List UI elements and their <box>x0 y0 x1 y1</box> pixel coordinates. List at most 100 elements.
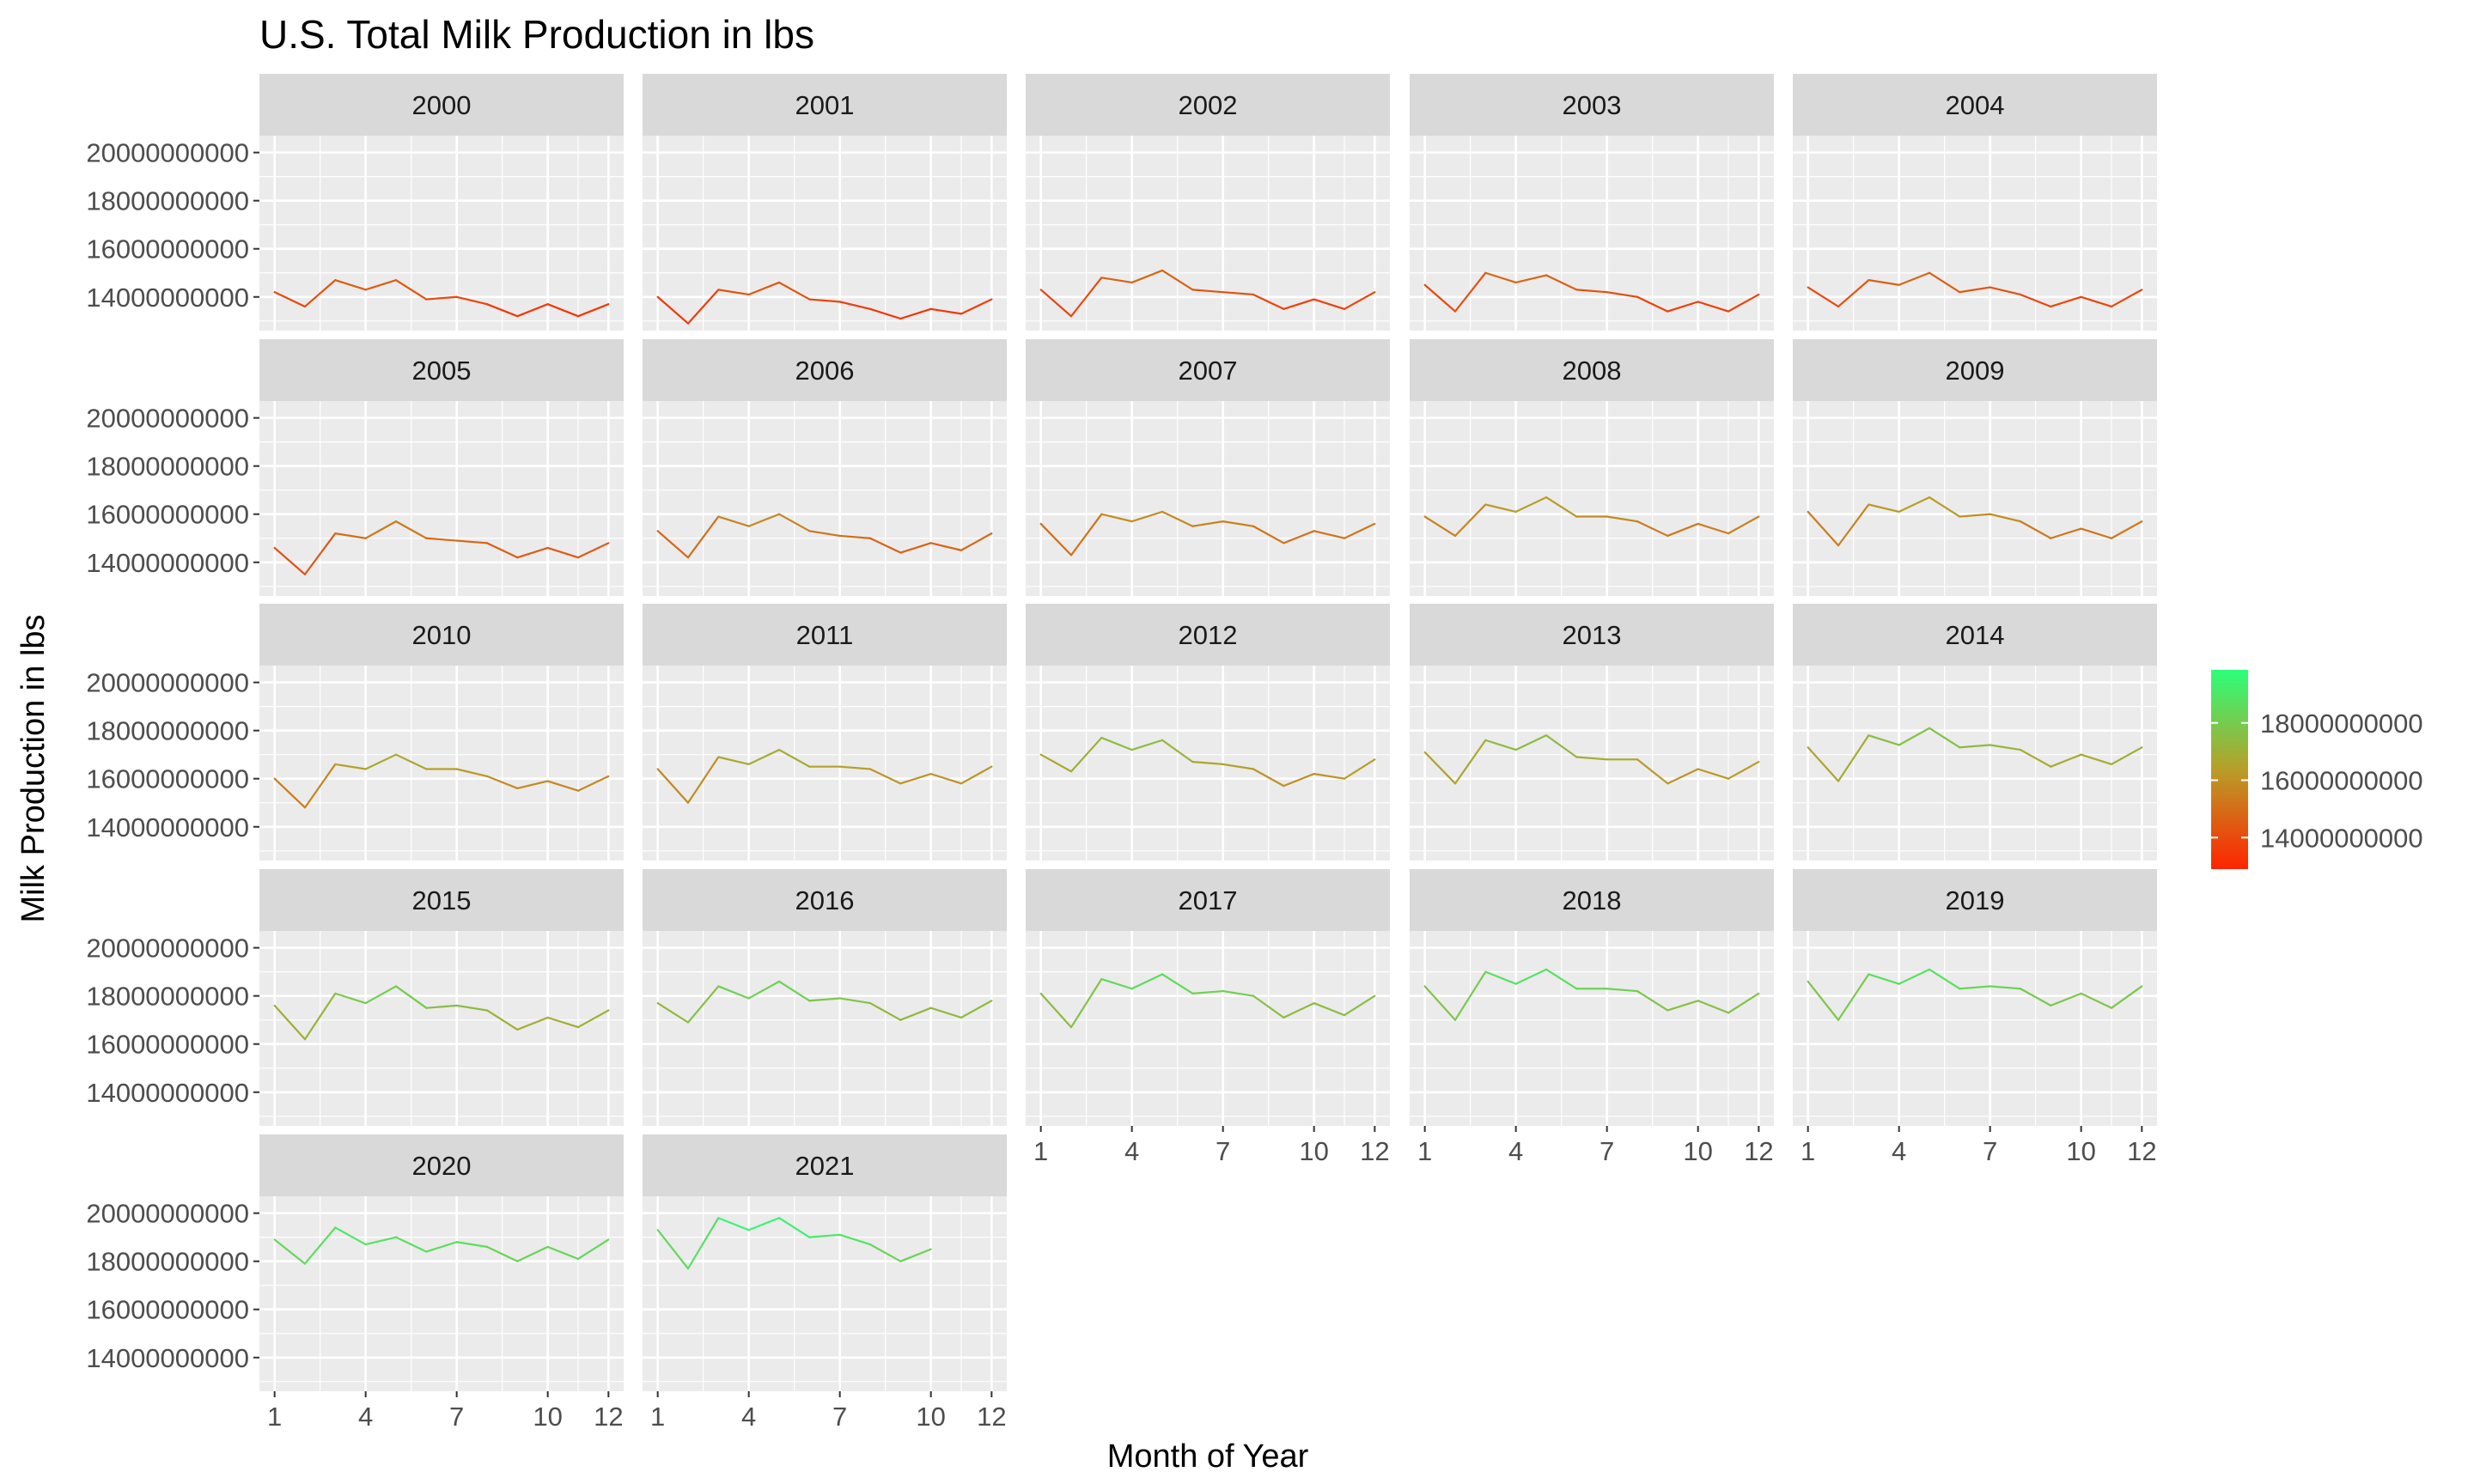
series-line-segment <box>1100 513 1133 523</box>
series-line-segment <box>929 542 963 551</box>
x-tick-label: 4 <box>1892 1136 1906 1166</box>
series-line-segment <box>1837 734 1870 782</box>
series-line-segment <box>868 1243 902 1262</box>
series-line-segment <box>1928 271 1961 294</box>
y-tick-label: 18000000000 <box>86 452 249 482</box>
y-axis-title: Milk Production in lbs <box>15 614 52 922</box>
y-tick-label: 20000000000 <box>86 1199 249 1229</box>
series-line-segment <box>717 515 750 527</box>
series-line-segment <box>425 295 458 301</box>
facet-strip-label: 2007 <box>1179 356 1238 386</box>
x-tick-label: 1 <box>267 1402 282 1432</box>
facet-panel: 2001 <box>643 74 1007 331</box>
series-line-segment <box>747 513 781 527</box>
facet-strip <box>1026 604 1390 666</box>
series-line-segment <box>1959 744 1991 749</box>
y-tick-label: 14000000000 <box>86 1078 249 1108</box>
series-line-segment <box>1453 970 1487 1021</box>
series-line-segment <box>1313 298 1346 310</box>
series-line-segment <box>1868 279 1900 286</box>
series-line-segment <box>717 756 750 766</box>
series-line-segment <box>455 1241 489 1248</box>
series-line-segment <box>1191 989 1224 994</box>
series-line-segment <box>485 542 519 559</box>
series-line-segment <box>1868 973 1900 985</box>
series-line-segment <box>1313 530 1346 539</box>
series-line-segment <box>303 763 337 809</box>
series-line-segment <box>1100 977 1133 990</box>
series-line-segment <box>960 298 993 315</box>
series-line-segment <box>364 985 398 1005</box>
series-line-segment <box>899 307 932 320</box>
series-line-segment <box>1807 510 1840 547</box>
facet-strip <box>1410 339 1774 401</box>
x-tick-label: 12 <box>1360 1136 1389 1166</box>
series-line-segment <box>899 1248 932 1262</box>
facet-strip-label: 2019 <box>1946 885 2005 915</box>
series-line-segment <box>455 768 489 778</box>
panel-background <box>1026 931 1390 1126</box>
series-line-segment <box>1069 513 1103 556</box>
panel-background <box>1793 136 2157 331</box>
series-line-segment <box>1222 763 1255 770</box>
y-tick-label: 18000000000 <box>86 982 249 1012</box>
x-tick-label: 7 <box>1600 1136 1614 1166</box>
panel-background <box>259 136 624 331</box>
facet-strip <box>1793 74 2157 136</box>
series-line-segment <box>747 748 781 766</box>
y-tick-label: 16000000000 <box>86 500 249 530</box>
series-line-segment <box>1697 301 1730 313</box>
series-line-segment <box>364 520 398 539</box>
series-line-segment <box>960 1000 993 1019</box>
series-line-segment <box>1423 283 1457 313</box>
series-line-segment <box>546 1245 580 1260</box>
series-line-segment <box>656 1001 690 1024</box>
series-line-segment <box>455 539 489 544</box>
facet-strip-label: 2011 <box>796 620 854 650</box>
facet-panel: 2009 <box>1793 339 2157 596</box>
series-line-segment <box>1423 515 1457 538</box>
series-line-segment <box>1575 756 1608 761</box>
chart-title: U.S. Total Milk Production in lbs <box>259 12 814 57</box>
series-line-segment <box>1514 274 1548 284</box>
facet-strip <box>643 1134 1007 1196</box>
facet-panel: 2014 <box>1793 604 2157 861</box>
panel-background <box>1026 136 1390 331</box>
series-line-segment <box>1161 510 1194 527</box>
series-line-segment <box>1484 970 1517 985</box>
series-line-segment <box>868 1001 902 1021</box>
series-line-segment <box>1837 973 1870 1021</box>
x-tick-label: 4 <box>358 1402 373 1432</box>
facet-strip <box>1410 74 1774 136</box>
series-line-segment <box>1807 746 1840 782</box>
series-line-segment <box>1514 496 1548 514</box>
series-line-segment <box>1343 522 1376 539</box>
panel-background <box>643 1196 1007 1391</box>
facet-strip <box>1026 339 1390 401</box>
facet-strip-label: 2006 <box>795 356 855 386</box>
series-line-segment <box>1697 522 1730 535</box>
facet-strip <box>643 74 1007 136</box>
series-line-segment <box>1423 985 1457 1021</box>
series-line-segment <box>960 532 993 551</box>
series-line-segment <box>2080 295 2113 308</box>
series-line-segment <box>334 279 367 291</box>
series-line-segment <box>838 1233 872 1246</box>
series-line-segment <box>2110 985 2143 1009</box>
series-line-segment <box>1727 515 1760 535</box>
color-legend-bar <box>2211 670 2248 869</box>
series-line-segment <box>747 281 781 296</box>
legend-tick-label: 18000000000 <box>2260 709 2423 739</box>
series-line-segment <box>455 1004 489 1012</box>
series-line-segment <box>1191 520 1224 527</box>
series-line-segment <box>485 303 519 318</box>
series-line-segment <box>1837 503 1870 547</box>
facet-panel: 2007 <box>1026 339 1390 596</box>
series-line-segment <box>334 763 367 770</box>
series-line-segment <box>394 1236 428 1253</box>
facet-panel: 2005 14000000000 16000000000 18000000000 200… <box>86 339 624 596</box>
color-legend: 14000000000 16000000000 18000000000 <box>2211 670 2423 869</box>
series-line-segment <box>1039 992 1073 1029</box>
facet-strip <box>643 339 1007 401</box>
series-line-segment <box>1484 271 1517 284</box>
